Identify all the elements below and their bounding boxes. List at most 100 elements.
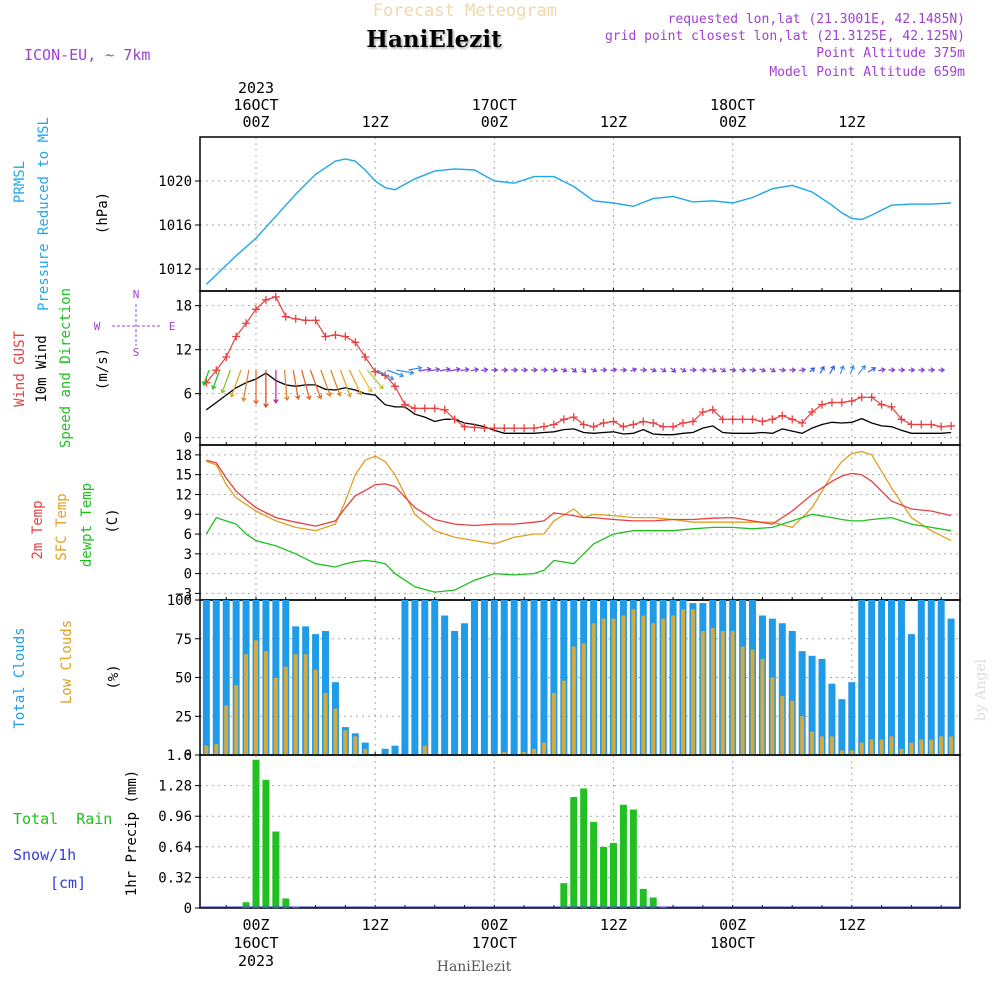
gust-marker [242, 319, 251, 328]
low-cloud-bar [343, 730, 348, 755]
low-cloud-bar [730, 631, 735, 755]
time-label-bottom: 12Z [838, 916, 865, 934]
precip-bar [282, 898, 290, 908]
wind-arrow [418, 366, 432, 373]
low-cloud-bar [273, 677, 278, 755]
panel-frame [199, 136, 961, 292]
compass-s: S [133, 346, 140, 359]
wind-arrow [819, 365, 825, 374]
total-cloud-bar [490, 600, 498, 755]
low-cloud-bar [541, 742, 546, 755]
label-2m-temp: 2m Temp [30, 500, 46, 559]
gust-marker [678, 419, 687, 427]
low-cloud-bar [263, 651, 268, 755]
gust-marker [837, 398, 846, 407]
low-cloud-bar [621, 615, 626, 755]
wind-arrow [491, 367, 499, 373]
gust-marker [857, 393, 866, 402]
wind-arrow [366, 369, 384, 390]
wind-arrow [839, 365, 845, 375]
wind-arrow [571, 367, 577, 373]
wind-arrow [888, 367, 896, 373]
low-cloud-bar [532, 748, 537, 755]
label-sfc-temp: SFC Temp [54, 493, 70, 560]
total-cloud-bar [798, 651, 806, 755]
total-cloud-bar [937, 600, 945, 755]
wind-arrow [220, 369, 231, 394]
gust-marker [897, 415, 906, 424]
gust-marker [589, 422, 598, 431]
y-tick-label: 6 [184, 387, 192, 403]
gust-marker [559, 415, 568, 424]
total-cloud-bar [868, 600, 876, 755]
y-tick-label: 25 [175, 709, 192, 725]
low-cloud-bar [323, 693, 328, 755]
low-cloud-bar [333, 708, 338, 755]
precip-bar [659, 907, 667, 908]
gust-marker [877, 400, 886, 409]
wind-arrow [908, 367, 916, 373]
low-cloud-bar [929, 739, 934, 755]
wind-arrow [202, 369, 210, 386]
series-dewpt-temp [205, 513, 952, 593]
y-tick-label: 0 [184, 748, 192, 764]
wind-arrow [789, 367, 797, 373]
time-label-bottom: 00Z [242, 916, 269, 934]
gust-marker [410, 404, 419, 413]
low-cloud-bar [939, 736, 944, 755]
precip-bar [649, 897, 657, 908]
wind-arrow [709, 367, 717, 373]
panel-wind: 0 6 12 18 [175, 290, 961, 447]
total-cloud-bar [888, 600, 896, 755]
wind-arrow [460, 367, 470, 373]
gust-marker [599, 419, 608, 427]
wind-arrow [541, 367, 549, 373]
plot-area: 101210161020061218−303691215180255075100… [158, 79, 961, 970]
point-altitude: Point Altitude 375m [816, 46, 965, 61]
low-cloud-bar [879, 739, 884, 755]
model-altitude: Model Point Altitude 659m [769, 65, 965, 80]
low-cloud-bar [363, 748, 368, 755]
total-cloud-bar [927, 600, 935, 755]
label-cm: [cm] [50, 874, 86, 892]
model-name: ICON-EU, ~ 7km [24, 46, 150, 64]
total-cloud-bar [202, 600, 210, 755]
gust-marker [530, 424, 539, 433]
gust-marker [917, 420, 926, 429]
gust-marker [609, 417, 618, 426]
low-cloud-bar [611, 618, 616, 755]
label-total-rain: Total Rain [13, 810, 112, 828]
total-cloud-bar [917, 600, 925, 755]
total-cloud-bar [431, 600, 439, 755]
low-cloud-bar [661, 618, 666, 755]
total-cloud-bar [232, 600, 240, 755]
gust-marker [351, 338, 360, 347]
label-precip: 1hr Precip (mm) [124, 770, 140, 896]
wind-arrow [348, 369, 363, 396]
time-label-top: 2023 [238, 79, 274, 97]
time-label-top: 12Z [838, 113, 865, 131]
y-tick-label: 6 [184, 527, 192, 543]
total-cloud-bar [401, 600, 409, 755]
gust-marker [718, 415, 727, 424]
gust-marker [261, 295, 270, 304]
total-cloud-bar [778, 623, 786, 755]
low-cloud-bar [680, 609, 685, 755]
credit: by Angel [973, 658, 989, 721]
gust-marker [391, 382, 400, 391]
wind-arrow [439, 366, 451, 373]
wind-arrow [330, 369, 342, 397]
wind-arrow [301, 369, 312, 401]
gust-marker [639, 417, 648, 426]
gust-marker [232, 332, 241, 341]
low-cloud-bar [581, 643, 586, 755]
label-pct: (%) [106, 664, 122, 689]
wind-arrow [650, 367, 657, 373]
time-label-top: 12Z [362, 113, 389, 131]
wind-arrow [320, 369, 332, 397]
y-tick-label: 75 [175, 632, 192, 648]
gust-marker [649, 419, 658, 427]
wind-arrow [386, 369, 405, 378]
low-cloud-bar [591, 623, 596, 755]
gust-marker [450, 415, 459, 424]
